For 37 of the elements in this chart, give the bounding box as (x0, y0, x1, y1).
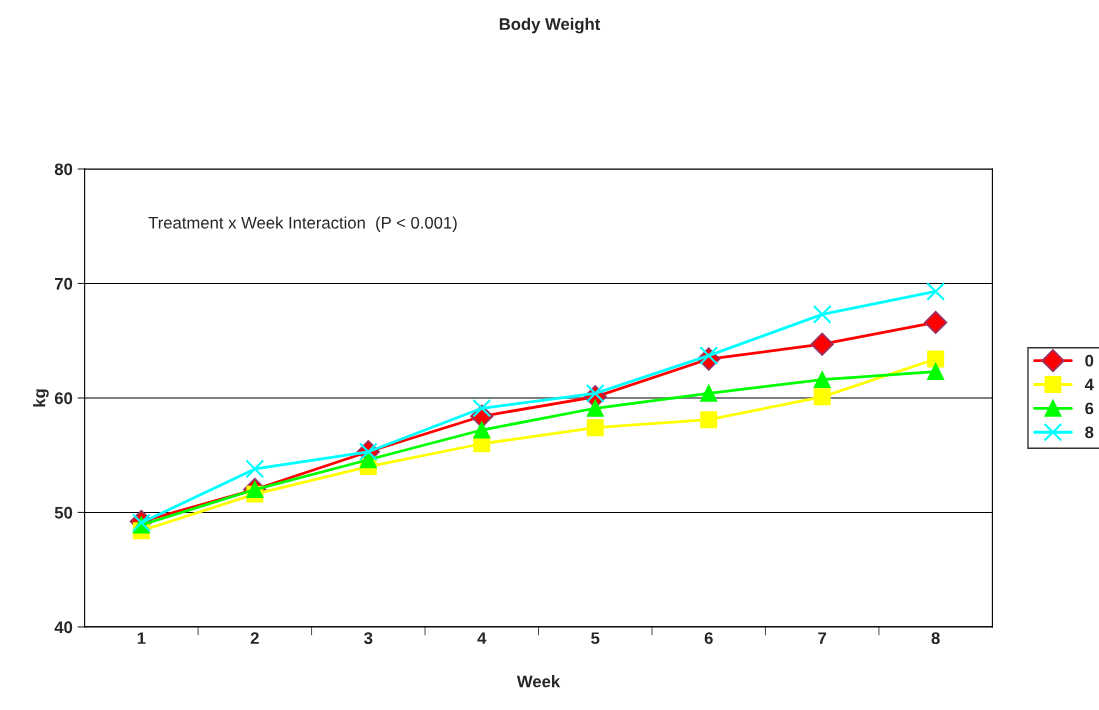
point (813, 371, 831, 389)
legend-label: 8 (1085, 426, 1094, 439)
chart-title: Body Weight (499, 17, 601, 34)
point (927, 363, 945, 381)
point (586, 399, 604, 417)
point (926, 282, 946, 301)
point (586, 419, 604, 437)
x-tick-label: 4 (477, 632, 487, 644)
point (700, 384, 718, 402)
x-tick-label: 3 (364, 632, 373, 645)
point (473, 421, 491, 439)
x-tick-label: 8 (931, 632, 940, 645)
point (927, 350, 945, 368)
point (812, 305, 832, 324)
legend-label: 0 (1085, 354, 1094, 367)
legend-label: 4 (1084, 378, 1094, 391)
y-axis-title: kg (33, 389, 49, 407)
y-tick-label: 60 (54, 392, 73, 405)
x-axis-title: Week (516, 675, 561, 688)
x-tick-label: 5 (591, 632, 600, 645)
point (810, 332, 834, 356)
x-tick-label: 2 (250, 632, 259, 644)
y-tick-label: 50 (54, 506, 73, 519)
annotation: Treatment x Week Interaction (P < 0.001) (148, 216, 457, 232)
point (813, 388, 831, 406)
y-tick-label: 70 (55, 277, 73, 290)
legend-label: 6 (1085, 402, 1094, 415)
point (924, 310, 948, 335)
x-tick-label: 6 (704, 632, 713, 645)
point (699, 346, 719, 365)
point (359, 451, 377, 469)
x-tick-label: 7 (818, 632, 827, 644)
x-tick-label: 1 (137, 632, 146, 644)
point (700, 411, 718, 429)
y-tick-label: 80 (54, 163, 73, 176)
point (245, 459, 265, 479)
y-tick-label: 40 (54, 621, 73, 634)
